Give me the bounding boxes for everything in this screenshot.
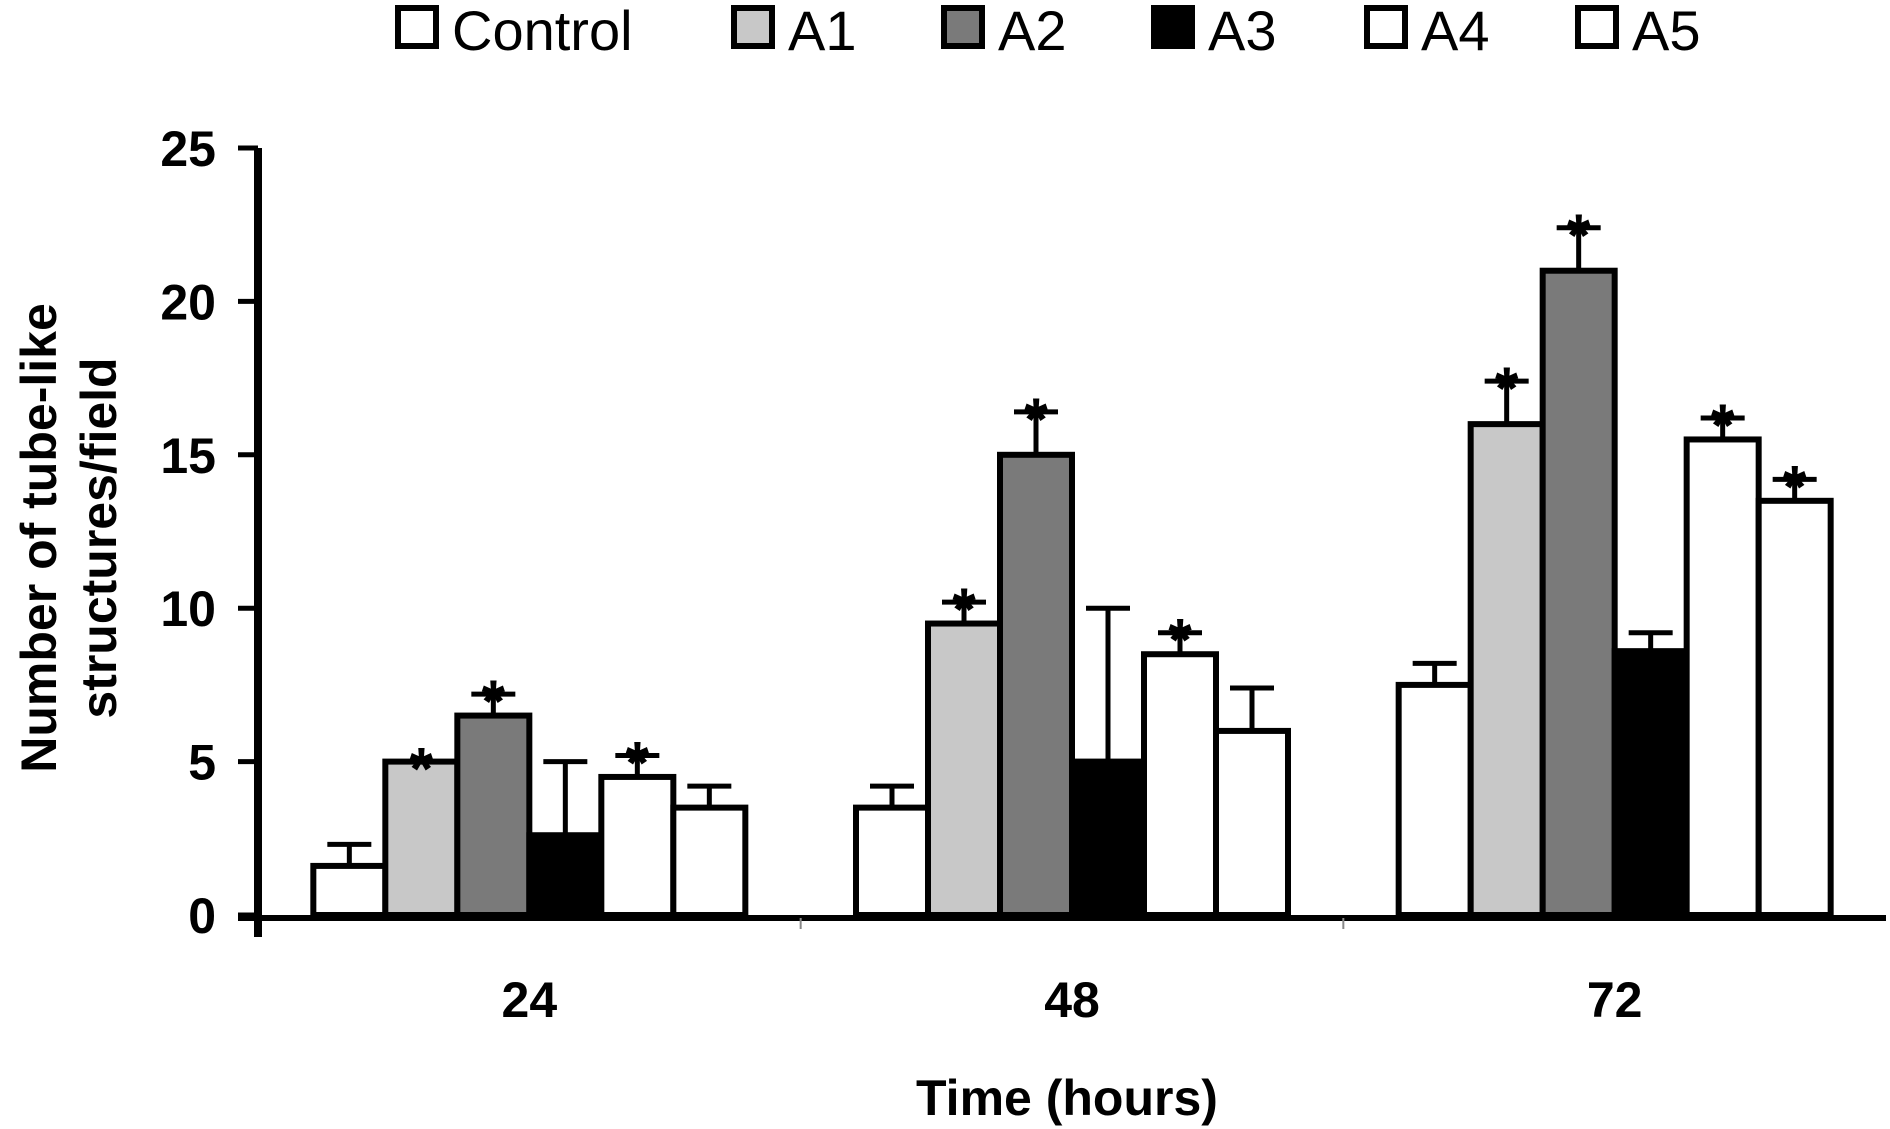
bar bbox=[670, 804, 749, 918]
legend-label: Control bbox=[452, 0, 633, 62]
significance-star: * bbox=[1711, 392, 1735, 459]
x-tick-label: 72 bbox=[1587, 972, 1643, 1028]
legend: Control A1 A2 A3 A4 A5 bbox=[395, 0, 1701, 62]
significance-star: * bbox=[482, 668, 506, 735]
bar bbox=[382, 758, 461, 918]
bar bbox=[1395, 681, 1474, 919]
legend-label: A2 bbox=[998, 0, 1067, 62]
legend-swatch bbox=[1364, 5, 1408, 49]
y-axis-title-line2: structures/field bbox=[71, 357, 127, 718]
significance-star: * bbox=[626, 729, 650, 796]
bars: * * * * * * * * * * bbox=[310, 202, 1834, 919]
bar bbox=[1213, 727, 1291, 918]
significance-star: * bbox=[1495, 355, 1519, 422]
bar bbox=[526, 832, 605, 918]
bar bbox=[1069, 758, 1147, 918]
y-tick-label: 20 bbox=[160, 274, 216, 330]
bar bbox=[598, 773, 677, 918]
y-tick-label: 25 bbox=[160, 121, 216, 177]
bar bbox=[1683, 436, 1762, 918]
bar bbox=[1611, 648, 1690, 918]
x-axis-title: Time (hours) bbox=[916, 1070, 1218, 1126]
significance-star: * bbox=[952, 576, 976, 643]
bar bbox=[1467, 421, 1546, 918]
significance-star: * bbox=[1168, 607, 1192, 674]
legend-label: A1 bbox=[788, 0, 857, 62]
bar bbox=[997, 451, 1075, 918]
bar bbox=[1141, 651, 1219, 918]
x-tick-label: 48 bbox=[1044, 972, 1100, 1028]
legend-label: A5 bbox=[1632, 0, 1701, 62]
x-axis: 24 48 72 bbox=[238, 915, 1886, 1028]
x-tick-label: 24 bbox=[502, 972, 558, 1028]
bar bbox=[1539, 267, 1618, 919]
y-tick-label: 5 bbox=[188, 735, 216, 791]
legend-swatch bbox=[1151, 5, 1195, 49]
y-axis: 0 5 10 15 20 25 bbox=[160, 121, 262, 944]
bar bbox=[454, 712, 533, 919]
significance-star: * bbox=[1783, 453, 1807, 520]
legend-label: A3 bbox=[1208, 0, 1277, 62]
y-tick-label: 10 bbox=[160, 581, 216, 637]
bar bbox=[853, 804, 931, 918]
y-tick-label: 15 bbox=[160, 428, 216, 484]
legend-swatch bbox=[731, 5, 775, 49]
legend-swatch bbox=[1575, 5, 1619, 49]
legend-swatch bbox=[941, 5, 985, 49]
y-tick-label: 0 bbox=[188, 888, 216, 944]
bar bbox=[1755, 497, 1834, 918]
significance-star: * bbox=[1024, 386, 1048, 453]
bar bbox=[925, 620, 1003, 918]
bar bbox=[310, 862, 389, 918]
significance-star: * bbox=[410, 736, 434, 803]
legend-label: A4 bbox=[1421, 0, 1490, 62]
legend-swatch bbox=[395, 5, 439, 49]
y-axis-title-line1: Number of tube-like bbox=[11, 303, 67, 772]
significance-star: * bbox=[1567, 202, 1591, 269]
